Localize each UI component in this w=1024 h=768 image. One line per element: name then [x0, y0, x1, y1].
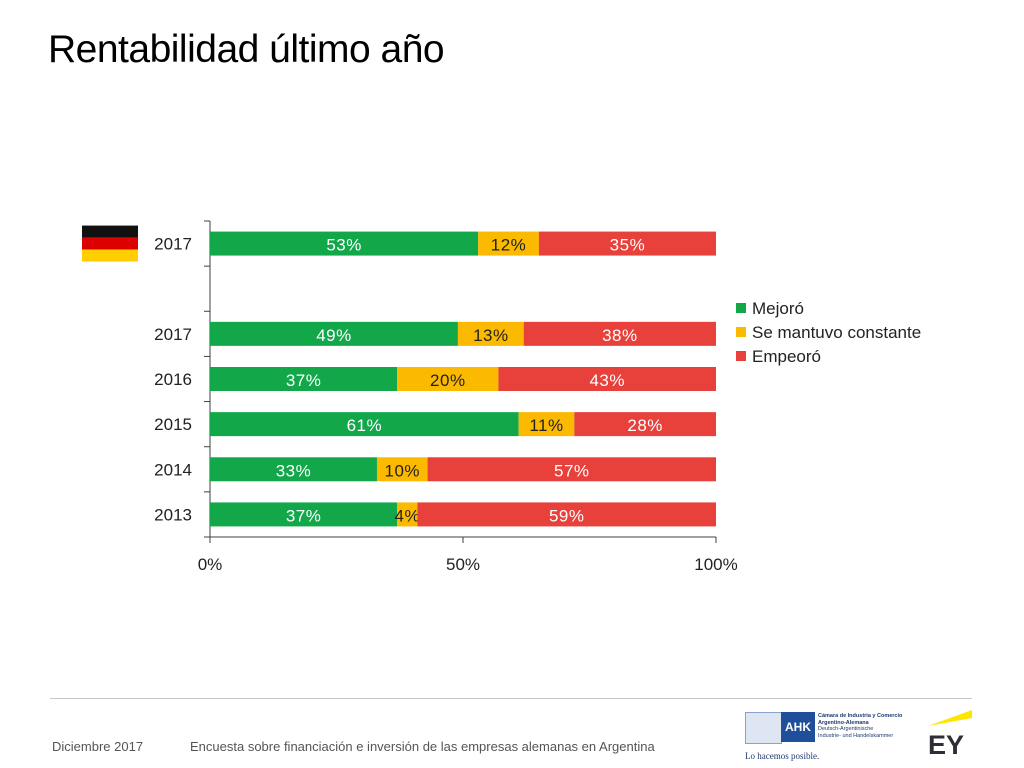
x-tick-label: 0%: [198, 555, 223, 574]
legend-swatch: [736, 351, 746, 361]
y-tick-label: 2013: [154, 505, 192, 524]
ahk-name-line: Deutsch-Argentinische: [818, 726, 874, 732]
ey-beam-icon: [928, 710, 972, 726]
bar-segment: [498, 367, 716, 391]
bar-segment: [427, 457, 716, 482]
flag-stripe: [82, 249, 138, 262]
x-tick-label: 100%: [694, 555, 737, 574]
data-label: 13%: [473, 326, 509, 345]
bar-segment: [574, 412, 716, 437]
ahk-name: Cámara de Industria y Comercio Argentino…: [818, 713, 908, 739]
ahk-name-line: Cámara de Industria y Comercio: [818, 713, 903, 719]
bar-segment: [210, 412, 519, 437]
data-label: 53%: [326, 236, 362, 255]
data-label: 33%: [276, 461, 312, 480]
stacked-bar-chart: 0% 50% 100% 2017 53% 12% 35% 2017 49% 13% 38% 2016 3…: [82, 220, 921, 574]
data-label: 37%: [286, 506, 322, 525]
bar-segment: [457, 321, 524, 346]
bar-segment: [417, 502, 716, 527]
flag-stripe: [82, 237, 138, 250]
page-title: Rentabilidad último año: [48, 28, 445, 71]
data-label: 35%: [610, 236, 646, 255]
data-label: 49%: [316, 326, 352, 345]
y-tick-label: 2015: [154, 415, 192, 434]
bar-segment: [397, 502, 418, 527]
bar-segment: [210, 231, 479, 256]
bar-segment: [376, 457, 428, 482]
legend-label: Mejoró: [752, 299, 804, 318]
bar-segment: [397, 367, 499, 391]
bar-segment: [210, 367, 398, 391]
y-tick-label: 2017: [154, 325, 192, 344]
bar-segment: [478, 231, 539, 256]
ahk-name-line: Argentino-Alemana: [818, 719, 869, 726]
flag-germany-icon: [82, 225, 138, 262]
legend-swatch: [736, 327, 746, 337]
footer-text: Encuesta sobre financiación e inversión …: [190, 739, 655, 754]
data-label: 4%: [395, 506, 421, 525]
y-tick-label: 2014: [154, 460, 192, 479]
bar-segment: [210, 457, 377, 482]
data-label: 57%: [554, 461, 590, 480]
data-label: 10%: [385, 461, 421, 480]
data-label: 28%: [627, 416, 663, 435]
mercosur-icon: [745, 712, 782, 744]
data-label: 59%: [549, 506, 585, 525]
flag-stripe: [82, 225, 138, 238]
bar-segment: [518, 412, 575, 437]
bar-segment: [538, 231, 716, 256]
ey-text: EY: [928, 730, 964, 756]
data-label: 38%: [602, 326, 638, 345]
x-tick-label: 50%: [446, 555, 480, 574]
ahk-slogan: Lo hacemos posible.: [745, 751, 820, 761]
footer-date: Diciembre 2017: [52, 739, 144, 754]
ahk-logo: AHK Cámara de Industria y Comercio Argen…: [745, 712, 905, 762]
data-label: 11%: [529, 416, 563, 435]
ahk-tag: AHK: [781, 712, 815, 742]
data-label: 61%: [347, 416, 383, 435]
y-tick-label: 2016: [154, 370, 192, 389]
legend-label: Empeoró: [752, 347, 821, 366]
bar-segment: [210, 321, 458, 346]
bar-segment: [210, 502, 398, 527]
ey-logo: EY: [928, 710, 972, 756]
data-label: 20%: [430, 371, 466, 390]
y-tick-label: 2017: [154, 235, 192, 254]
data-label: 37%: [286, 371, 322, 390]
ahk-name-line: Industrie- und Handelskammer: [818, 732, 894, 739]
bar-segment: [523, 321, 716, 346]
legend-label: Se mantuvo constante: [752, 323, 921, 342]
data-label: 12%: [491, 236, 527, 255]
data-label: 43%: [589, 371, 625, 390]
footer-divider: [50, 698, 972, 699]
legend-swatch: [736, 303, 746, 313]
